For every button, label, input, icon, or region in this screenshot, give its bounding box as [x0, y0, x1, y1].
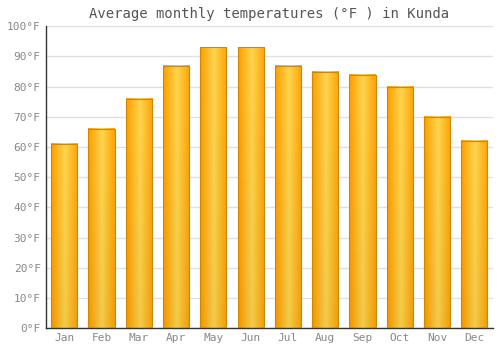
Bar	[462, 141, 487, 328]
Bar	[51, 144, 78, 328]
Bar	[163, 65, 189, 328]
Bar	[88, 129, 115, 328]
Bar	[275, 65, 301, 328]
Bar	[238, 47, 264, 328]
Bar	[126, 99, 152, 328]
Bar	[350, 75, 376, 328]
Bar	[387, 87, 413, 328]
Title: Average monthly temperatures (°F ) in Kunda: Average monthly temperatures (°F ) in Ku…	[89, 7, 450, 21]
Bar	[424, 117, 450, 328]
Bar	[312, 71, 338, 328]
Bar	[200, 47, 226, 328]
